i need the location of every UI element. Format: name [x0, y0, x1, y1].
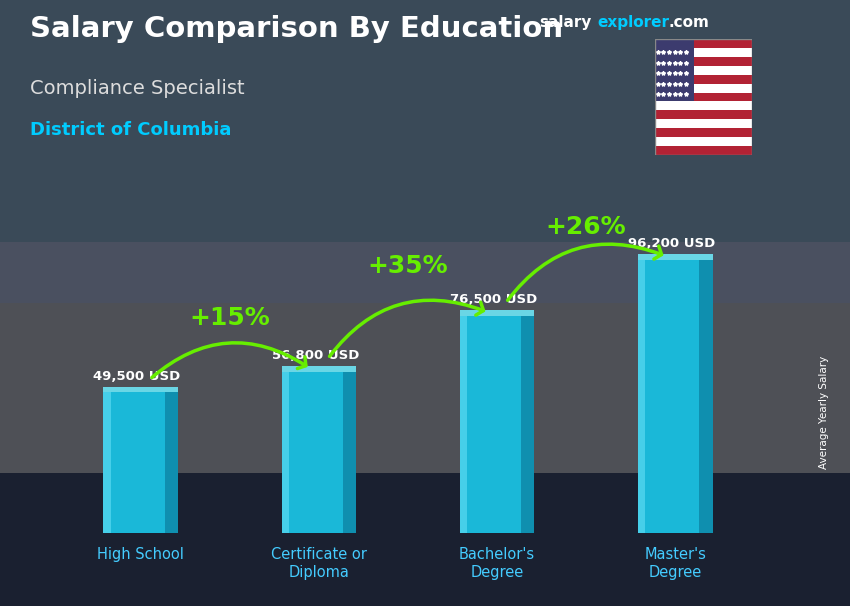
Text: +26%: +26% [546, 215, 626, 239]
Text: salary: salary [540, 15, 592, 30]
Bar [654, 145, 752, 155]
Bar [654, 39, 694, 101]
Text: Salary Comparison By Education: Salary Comparison By Education [30, 15, 563, 43]
Bar [654, 66, 752, 75]
Text: +35%: +35% [368, 254, 448, 278]
Bar [343, 371, 356, 533]
Bar [104, 393, 178, 533]
Bar [281, 371, 289, 533]
Bar [654, 39, 752, 48]
Bar [654, 128, 752, 137]
Text: Compliance Specialist: Compliance Specialist [30, 79, 245, 98]
Bar [281, 366, 356, 371]
Text: explorer: explorer [598, 15, 670, 30]
Bar [638, 259, 712, 533]
Text: Average Yearly Salary: Average Yearly Salary [819, 356, 829, 468]
Bar [654, 101, 752, 110]
Text: 56,800 USD: 56,800 USD [271, 349, 359, 362]
Bar [654, 48, 752, 57]
Bar [0, 303, 850, 473]
Bar [521, 316, 535, 533]
Bar [0, 0, 850, 242]
Bar [104, 387, 178, 393]
Bar [281, 371, 356, 533]
Text: 76,500 USD: 76,500 USD [450, 293, 537, 306]
Bar [638, 254, 712, 259]
Bar [699, 259, 712, 533]
Bar [460, 316, 468, 533]
Text: 96,200 USD: 96,200 USD [628, 237, 715, 250]
Bar [104, 393, 111, 533]
Bar [654, 110, 752, 119]
Bar [638, 259, 645, 533]
Text: +15%: +15% [190, 307, 270, 330]
Text: District of Columbia: District of Columbia [30, 121, 231, 139]
Bar [165, 393, 178, 533]
Text: .com: .com [668, 15, 709, 30]
Bar [654, 57, 752, 66]
Bar [654, 93, 752, 101]
Bar [654, 84, 752, 93]
Bar [0, 473, 850, 606]
Bar [654, 75, 752, 84]
Bar [654, 137, 752, 145]
Bar [654, 119, 752, 128]
Bar [460, 310, 535, 316]
Text: 49,500 USD: 49,500 USD [94, 370, 181, 382]
Bar [0, 242, 850, 473]
Bar [460, 316, 535, 533]
